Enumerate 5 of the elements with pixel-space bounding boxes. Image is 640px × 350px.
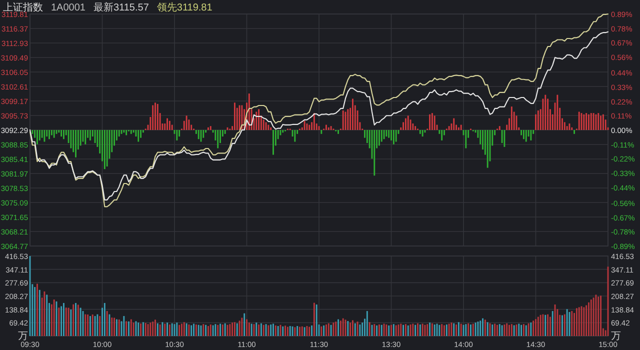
text: 最新3115.57 (93, 2, 150, 14)
text: 领先3119.81 (156, 2, 213, 14)
y-tick-label: 万 (18, 331, 28, 342)
y2-tick-label: 万 (611, 331, 621, 342)
chart-subtitle: 1A0001 (51, 2, 86, 14)
